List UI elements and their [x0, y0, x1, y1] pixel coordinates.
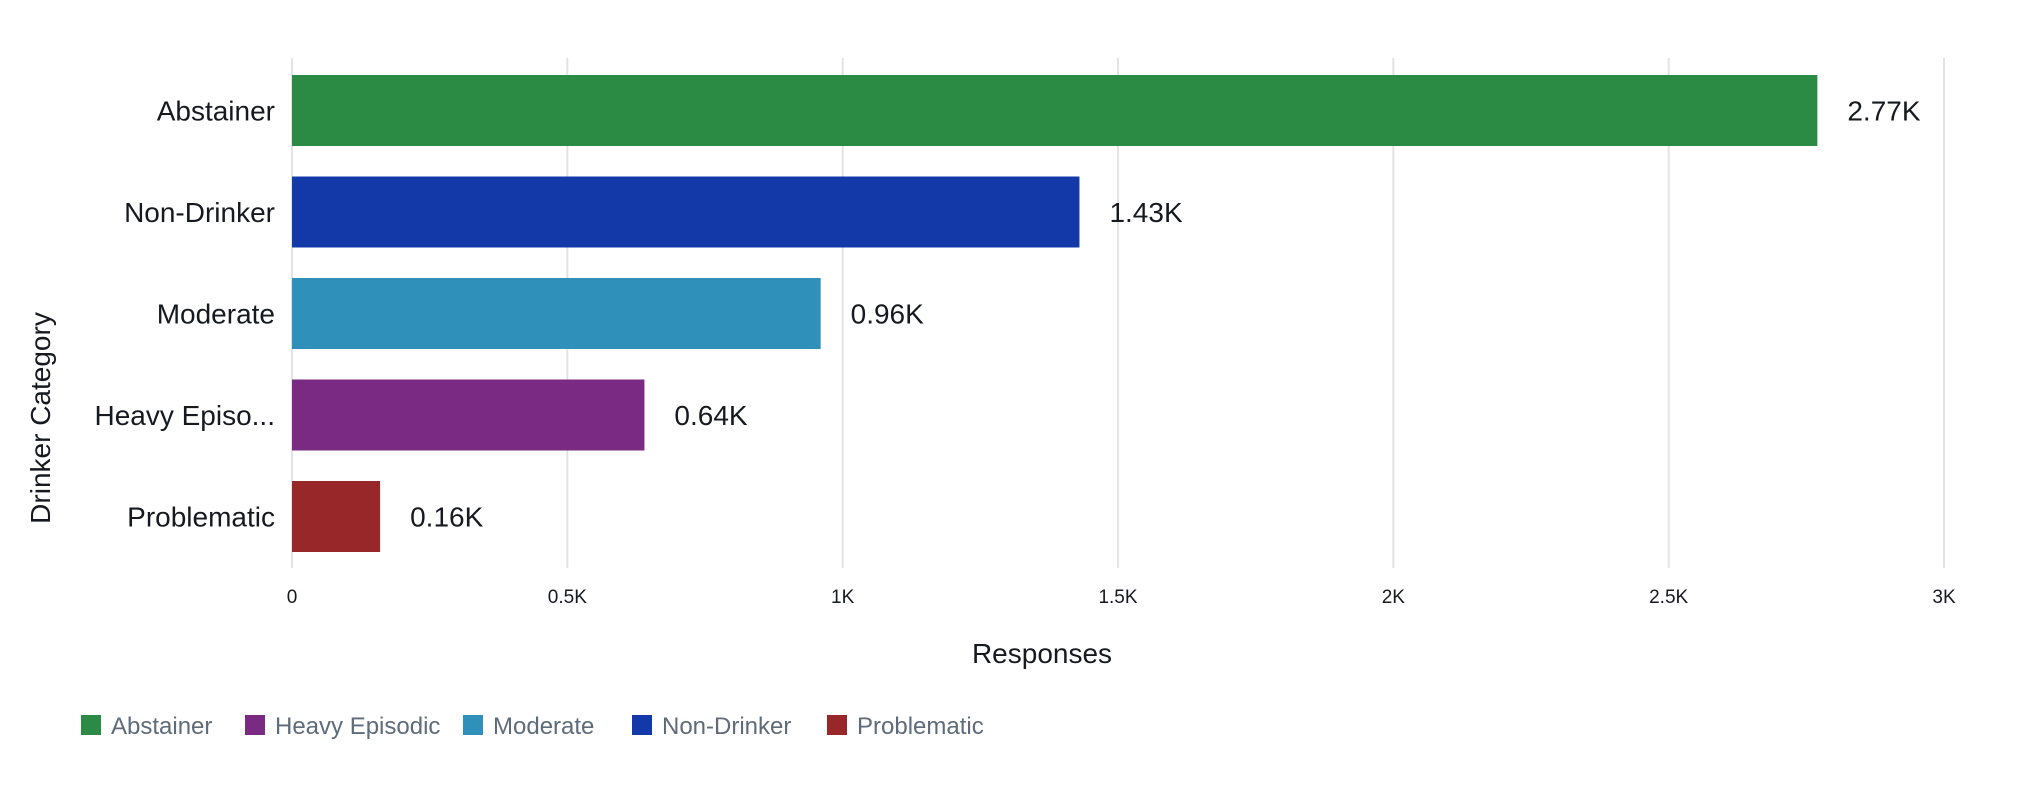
category-label: Problematic — [127, 502, 275, 533]
legend-item[interactable]: Moderate — [463, 713, 594, 740]
category-label: Non-Drinker — [124, 197, 275, 228]
legend-item[interactable]: Problematic — [827, 713, 984, 740]
x-tick-label: 1K — [831, 587, 855, 608]
legend-swatch — [245, 715, 265, 735]
legend-item[interactable]: Heavy Episodic — [245, 713, 440, 740]
category-label: Moderate — [157, 299, 275, 330]
bar[interactable] — [292, 176, 1080, 248]
data-label: 0.96K — [851, 299, 924, 330]
data-label: 2.77K — [1847, 96, 1920, 127]
legend-swatch — [463, 715, 483, 735]
bar[interactable] — [292, 481, 381, 552]
legend-item[interactable]: Non-Drinker — [632, 713, 791, 740]
x-tick-label: 1.5K — [1098, 587, 1137, 608]
x-tick-label: 0 — [287, 587, 298, 608]
y-axis-title: Drinker Category — [25, 312, 56, 524]
bar[interactable] — [292, 278, 821, 349]
legend-label: Moderate — [493, 713, 594, 740]
legend-label: Heavy Episodic — [275, 713, 440, 740]
legend-swatch — [827, 715, 847, 735]
legend-label: Problematic — [857, 713, 984, 740]
legend-label: Abstainer — [111, 713, 212, 740]
category-labels: Abstainer Non-Drinker Moderate Heavy Episo.… — [94, 96, 275, 533]
x-tick-label: 3K — [1932, 587, 1956, 608]
legend-swatch — [81, 715, 101, 735]
x-axis-title: Responses — [972, 638, 1112, 669]
legend: Abstainer Heavy Episodic Moderate Non-Drink… — [81, 713, 984, 740]
category-label: Abstainer — [157, 96, 275, 127]
data-label: 0.16K — [410, 502, 483, 533]
x-tick-label: 2.5K — [1649, 587, 1688, 608]
x-tick-label: 0.5K — [548, 587, 587, 608]
bars — [292, 75, 1818, 552]
bar[interactable] — [292, 379, 645, 451]
data-label: 0.64K — [674, 400, 747, 431]
data-label: 1.43K — [1109, 197, 1182, 228]
data-labels: 2.77K 1.43K 0.96K 0.64K 0.16K — [410, 96, 1921, 533]
x-tick-label: 2K — [1382, 587, 1406, 608]
bar[interactable] — [292, 75, 1818, 146]
legend-item[interactable]: Abstainer — [81, 713, 212, 740]
legend-label: Non-Drinker — [662, 713, 791, 740]
legend-swatch — [632, 715, 652, 735]
x-tick-labels: 0 0.5K 1K 1.5K 2K 2.5K 3K — [287, 587, 1956, 608]
category-label: Heavy Episo... — [94, 400, 275, 431]
